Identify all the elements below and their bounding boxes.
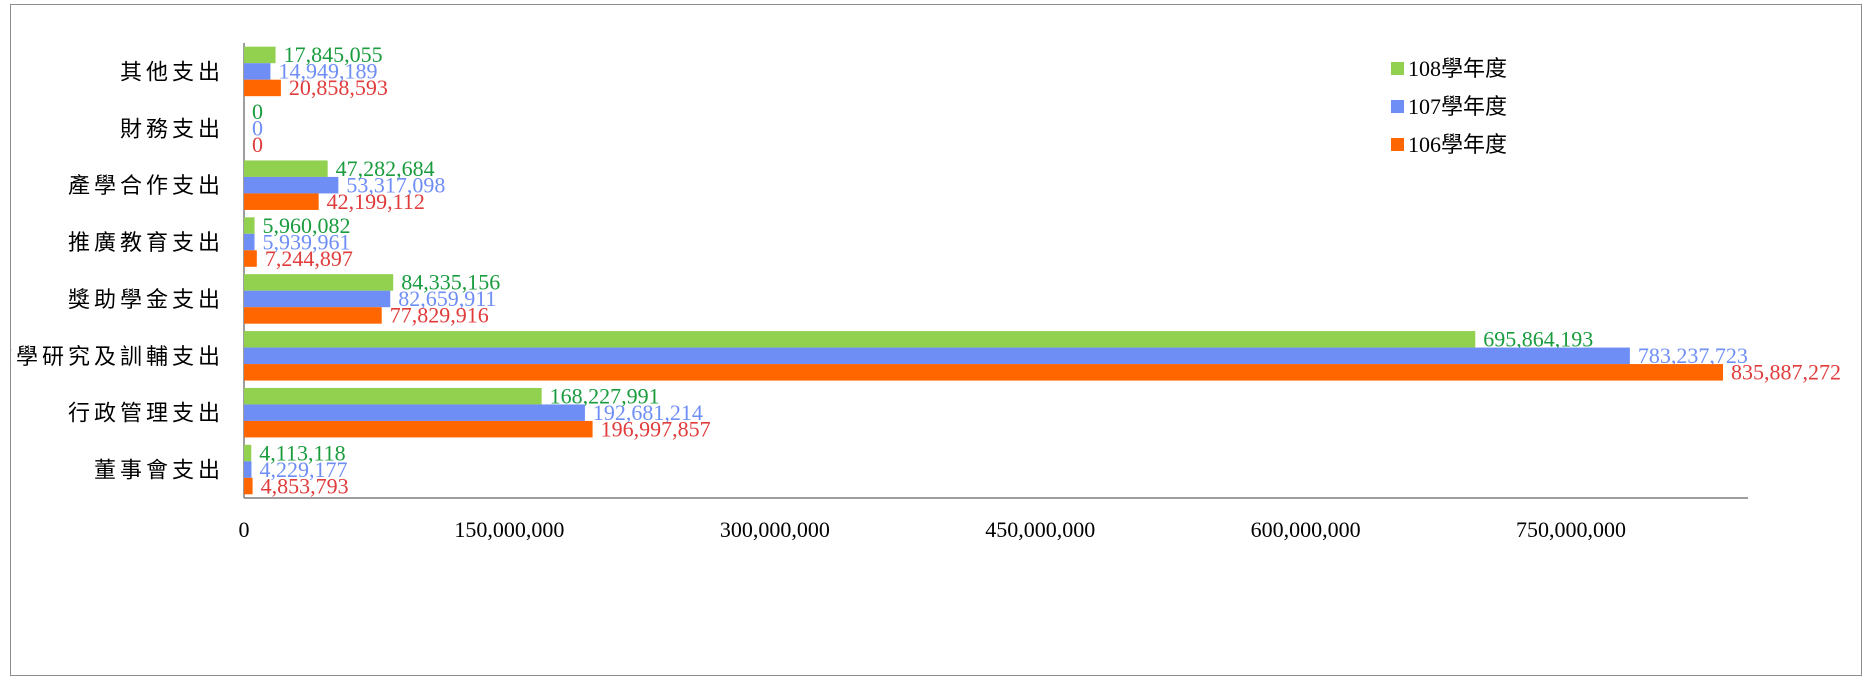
bar — [244, 217, 255, 234]
legend-label: 108學年度 — [1408, 56, 1507, 81]
data-label: 14,949,189 — [278, 59, 377, 84]
bar — [244, 79, 281, 97]
data-label: 0 — [252, 116, 263, 141]
x-tick-label: 450,000,000 — [985, 517, 1095, 542]
category-label: 行政管理支出 — [68, 402, 224, 427]
category-label: 董事會支出 — [94, 459, 224, 484]
bar — [244, 404, 585, 421]
data-label: 77,829,916 — [390, 303, 489, 328]
bar — [244, 193, 319, 210]
data-label: 168,227,991 — [550, 383, 660, 408]
bar-chart: 0 150,000,000 300,000,000 450,000,000 600,00… — [11, 42, 1841, 542]
bar — [244, 347, 1630, 365]
data-label: 53,317,098 — [346, 172, 445, 197]
data-label: 4,229,177 — [259, 457, 347, 482]
legend-swatch — [1391, 138, 1404, 151]
bar — [244, 307, 382, 324]
data-label: 17,845,055 — [284, 42, 383, 67]
data-label: 0 — [252, 99, 263, 124]
data-label: 4,113,118 — [259, 440, 345, 465]
bar — [244, 477, 253, 495]
data-label: 835,887,272 — [1731, 360, 1841, 385]
bar — [244, 176, 339, 194]
bar — [244, 331, 1476, 348]
legend-label: 106學年度 — [1408, 132, 1507, 157]
data-label: 47,282,684 — [336, 156, 435, 181]
legend-label: 107學年度 — [1408, 94, 1507, 119]
category-label: 財務支出 — [120, 117, 224, 142]
bar — [244, 160, 328, 177]
category-label: 推廣教育支出 — [68, 231, 224, 256]
data-label: 5,960,082 — [263, 213, 351, 238]
data-label: 695,864,193 — [1483, 327, 1593, 352]
category-label: 獎助學金支出 — [68, 288, 224, 313]
legend-swatch — [1391, 100, 1404, 113]
data-label: 196,997,857 — [601, 416, 711, 441]
data-label: 5,939,961 — [263, 229, 351, 254]
x-tick-label: 750,000,000 — [1516, 517, 1626, 542]
category-label: 產學合作支出 — [68, 174, 224, 199]
bar — [244, 233, 255, 251]
bar — [244, 387, 542, 405]
data-label: 82,659,911 — [398, 286, 496, 311]
legend-swatch — [1391, 62, 1404, 75]
x-tick-label: 0 — [239, 517, 250, 542]
data-label: 42,199,112 — [327, 189, 425, 214]
bar — [244, 444, 252, 462]
data-label: 4,853,793 — [261, 473, 349, 498]
data-label: 192,681,214 — [593, 400, 703, 425]
data-label: 20,858,593 — [289, 75, 388, 100]
category-label: 其他支出 — [120, 60, 224, 85]
x-tick-label: 600,000,000 — [1251, 517, 1361, 542]
x-tick-label: 300,000,000 — [720, 517, 830, 542]
bar — [244, 274, 394, 291]
bar — [244, 46, 276, 64]
chart-frame: 0 150,000,000 300,000,000 450,000,000 600,00… — [10, 4, 1862, 676]
bar — [244, 461, 252, 478]
data-label: 783,237,723 — [1638, 343, 1748, 368]
data-label: 7,244,897 — [265, 246, 353, 271]
bar — [244, 364, 1724, 381]
data-label: 84,335,156 — [401, 270, 500, 295]
x-tick-label: 150,000,000 — [454, 517, 564, 542]
category-label: 教學研究及訓輔支出 — [11, 345, 224, 370]
bar — [244, 250, 257, 267]
data-label: 0 — [252, 132, 263, 157]
bar — [244, 290, 391, 308]
bar — [244, 63, 271, 80]
bar — [244, 420, 593, 438]
